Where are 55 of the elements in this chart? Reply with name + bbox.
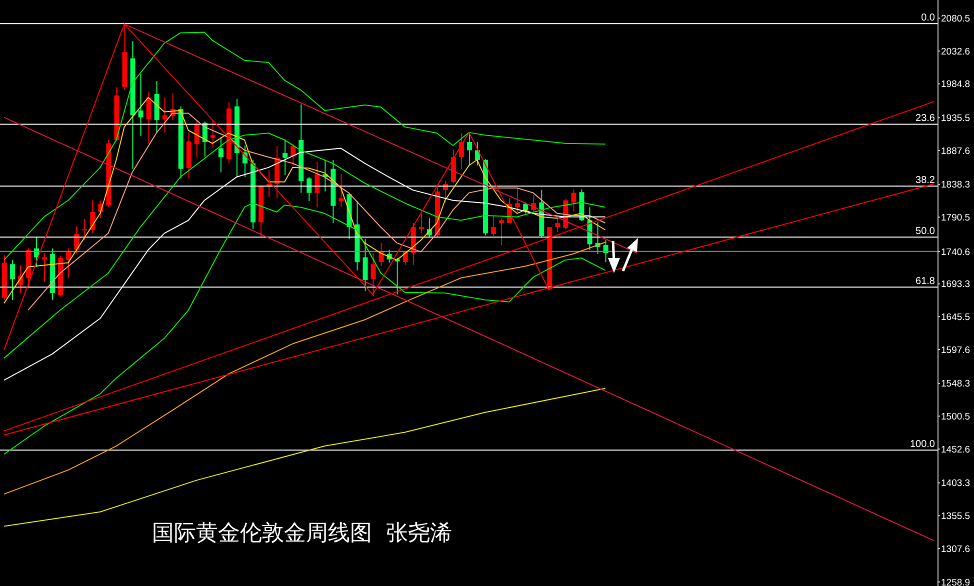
line-series xyxy=(4,202,606,455)
candlestick xyxy=(418,212,424,234)
y-tick-label: 2080.5 xyxy=(941,14,970,25)
y-tick-label: 1452.6 xyxy=(941,444,970,456)
candlestick xyxy=(515,188,520,213)
y-tick-label: 1645.5 xyxy=(941,312,970,324)
y-tick-label: 1740.6 xyxy=(941,246,970,258)
y-tick-label: 1307.6 xyxy=(941,544,970,555)
candlestick xyxy=(571,188,576,212)
y-tick-label: 1790.5 xyxy=(941,212,970,224)
candlestick xyxy=(306,176,312,202)
y-tick-label: 1984.8 xyxy=(941,79,970,90)
y-tick-label: 2032.6 xyxy=(941,46,970,58)
y-tick-label: 1258.9 xyxy=(941,577,970,586)
candlestick xyxy=(362,238,368,292)
candlestick xyxy=(146,90,152,144)
y-tick-label: 1693.3 xyxy=(941,279,970,290)
annotation: 23.6 xyxy=(916,113,936,124)
text: 国际黄金伦敦金周线图 张尧浠 xyxy=(152,520,452,548)
candlestick xyxy=(42,252,48,283)
y-tick-label: 1887.6 xyxy=(941,146,970,157)
candlestick xyxy=(66,248,72,278)
candlestick xyxy=(370,252,376,297)
candlestick xyxy=(194,120,200,158)
y-tick-label: 1597.6 xyxy=(941,344,970,356)
line-series xyxy=(4,242,606,495)
candlestick xyxy=(466,132,472,166)
annotation: 100.0 xyxy=(910,439,936,450)
y-tick-label: 1838.3 xyxy=(941,180,970,191)
candlestick xyxy=(314,161,320,208)
candlestick xyxy=(491,216,496,237)
candlestick xyxy=(90,200,96,234)
line-series xyxy=(4,32,606,261)
candlestick xyxy=(10,260,16,300)
candlestick xyxy=(218,136,224,173)
annotation: 0.0 xyxy=(921,12,936,24)
candlestick xyxy=(338,174,344,208)
candlestick xyxy=(138,74,144,136)
candlestick xyxy=(290,144,296,166)
y-tick-label: 1403.3 xyxy=(941,478,970,490)
y-tick-label: 1500.5 xyxy=(941,412,970,423)
candlestick xyxy=(82,218,88,241)
annotation: 50.0 xyxy=(916,226,936,238)
candlestick xyxy=(282,138,288,176)
candlestick xyxy=(210,120,216,149)
annotation: 38.2 xyxy=(916,175,936,186)
candlestick xyxy=(555,218,560,232)
candlestick xyxy=(162,96,168,133)
y-tick-label: 1935.5 xyxy=(941,113,970,124)
y-tick-label: 1548.3 xyxy=(941,378,970,390)
candlestick xyxy=(475,142,480,166)
y-tick-label: 1355.5 xyxy=(941,511,970,522)
annotation: 61.8 xyxy=(916,276,936,288)
candlestick xyxy=(523,202,528,214)
candlestick xyxy=(499,218,504,246)
